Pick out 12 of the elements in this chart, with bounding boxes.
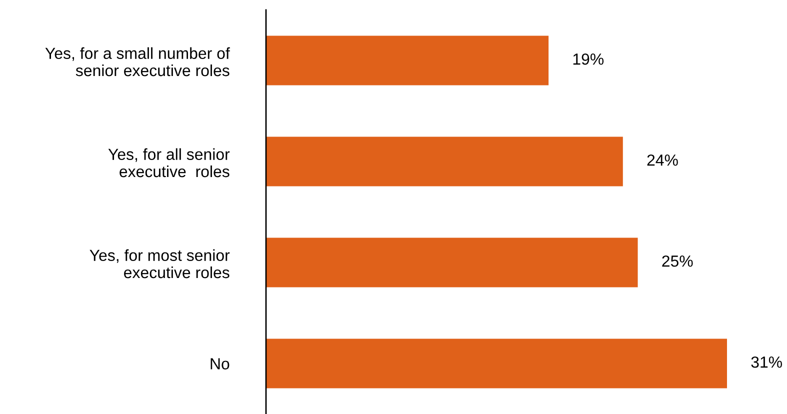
data-label: 19%: [573, 53, 604, 65]
y-tick-label: Yes, for a small number of senior executive roles: [45, 47, 230, 76]
bar: [266, 136, 623, 186]
data-label: 24%: [647, 154, 678, 166]
data-label: 25%: [662, 255, 693, 267]
bar: [266, 238, 638, 288]
y-tick-label: Yes, for all senior executive roles: [108, 148, 230, 178]
y-tick-label: No: [210, 358, 230, 370]
bar: [266, 338, 727, 388]
bar: [266, 36, 549, 86]
data-label: 31%: [751, 356, 782, 368]
y-tick-label: Yes, for most senior executive roles: [90, 249, 230, 278]
